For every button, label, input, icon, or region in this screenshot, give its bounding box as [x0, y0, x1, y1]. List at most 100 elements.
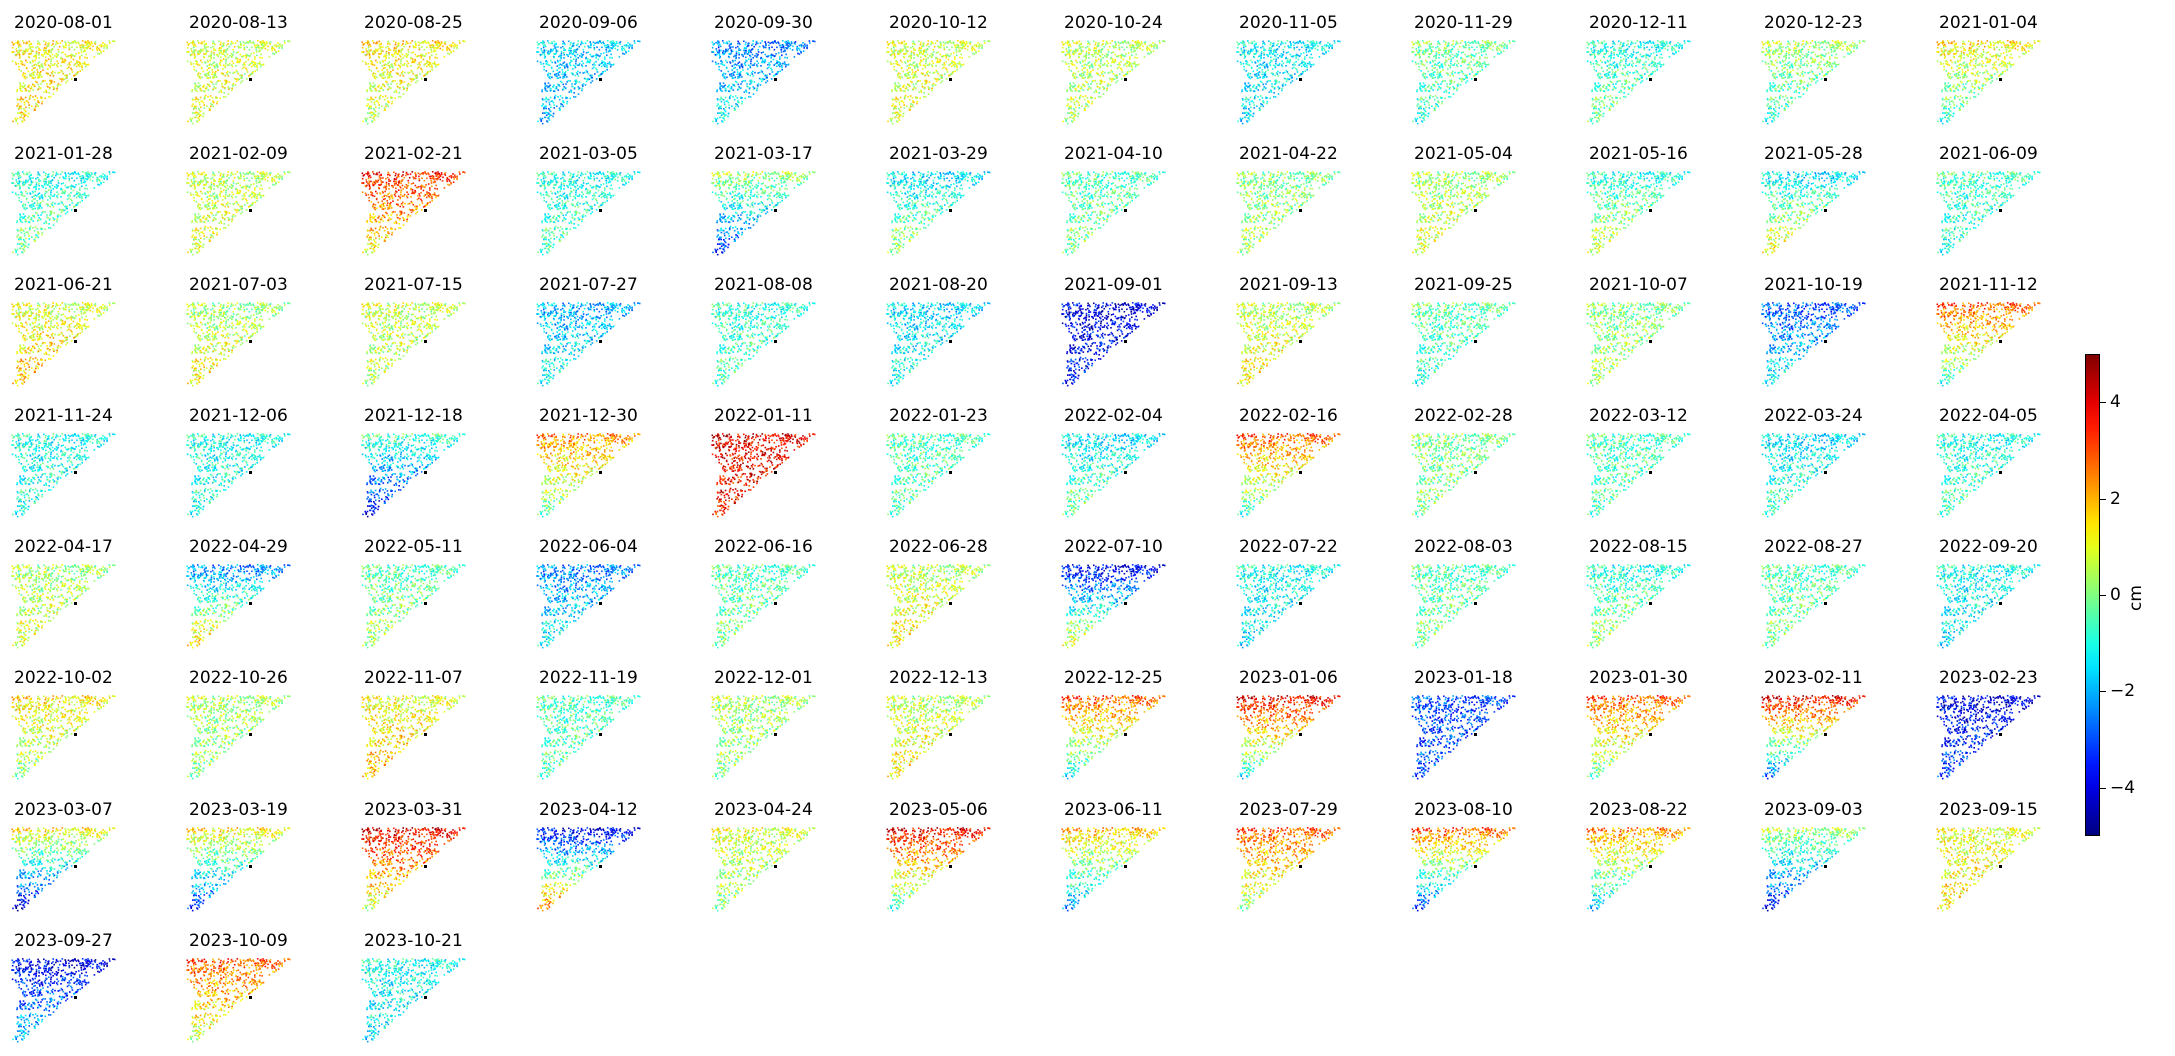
displacement-point	[547, 113, 550, 115]
displacement-point	[1305, 51, 1308, 53]
displacement-point	[719, 83, 722, 86]
displacement-point	[969, 43, 972, 45]
displacement-point	[718, 65, 720, 68]
displacement-point	[203, 90, 205, 92]
displacement-point	[374, 88, 376, 90]
displacement-point	[1254, 61, 1256, 63]
displacement-point	[462, 40, 464, 42]
displacement-point	[1309, 41, 1311, 43]
displacement-point	[755, 40, 758, 43]
displacement-point	[197, 82, 200, 84]
displacement-point	[1074, 51, 1077, 54]
displacement-point	[743, 91, 746, 93]
displacement-point	[796, 49, 799, 52]
displacement-point	[556, 105, 558, 107]
displacement-point	[1106, 54, 1109, 57]
displacement-point	[201, 76, 203, 79]
displacement-point	[943, 47, 946, 49]
displacement-point	[563, 52, 565, 54]
displacement-point	[222, 44, 225, 47]
displacement-point	[397, 53, 399, 55]
displacement-point	[906, 65, 909, 67]
displacement-point	[574, 74, 576, 77]
displacement-point	[627, 50, 630, 52]
displacement-point	[247, 58, 250, 61]
displacement-point	[108, 40, 111, 42]
displacement-point	[722, 98, 724, 101]
displacement-point	[1076, 42, 1079, 45]
displacement-point	[18, 107, 20, 110]
displacement-point	[226, 64, 229, 66]
displacement-point	[899, 73, 902, 75]
displacement-point	[65, 44, 67, 46]
displacement-point	[367, 41, 369, 43]
displacement-point	[1301, 72, 1304, 75]
displacement-point	[737, 62, 739, 65]
displacement-point	[216, 97, 218, 99]
displacement-point	[1262, 83, 1265, 86]
displacement-point	[738, 53, 740, 56]
displacement-point	[720, 114, 723, 116]
subplot-panel: 2020-08-13	[184, 13, 292, 125]
displacement-point	[244, 54, 247, 57]
displacement-point	[1073, 109, 1076, 112]
displacement-point	[552, 115, 554, 118]
displacement-point	[720, 70, 723, 72]
displacement-point	[204, 53, 206, 55]
displacement-point	[1254, 53, 1256, 55]
displacement-point	[16, 89, 19, 91]
displacement-point	[1123, 75, 1125, 77]
displacement-point	[783, 49, 786, 51]
displacement-point	[950, 53, 952, 55]
displacement-point	[211, 71, 214, 73]
displacement-point	[399, 79, 401, 82]
displacement-point	[225, 62, 227, 65]
displacement-point	[1088, 42, 1090, 44]
displacement-point	[759, 84, 762, 86]
displacement-point	[930, 56, 933, 58]
displacement-point	[1071, 85, 1073, 87]
displacement-point	[1263, 47, 1265, 50]
displacement-point	[1126, 72, 1129, 75]
displacement-point	[201, 41, 203, 43]
displacement-point	[931, 60, 933, 62]
displacement-point	[572, 73, 574, 76]
displacement-point	[43, 52, 46, 54]
displacement-point	[897, 50, 900, 52]
displacement-point	[251, 60, 253, 62]
displacement-point	[30, 42, 32, 45]
displacement-point	[574, 50, 576, 52]
displacement-point	[922, 86, 924, 88]
displacement-point	[384, 80, 387, 83]
displacement-point	[98, 53, 101, 55]
displacement-point	[560, 103, 562, 105]
displacement-point	[1103, 81, 1106, 83]
displacement-point	[553, 97, 556, 99]
displacement-point	[924, 50, 926, 52]
displacement-point	[922, 42, 924, 45]
displacement-point	[1254, 74, 1257, 77]
displacement-point	[1087, 105, 1090, 108]
displacement-point	[1268, 49, 1270, 52]
displacement-point	[1244, 43, 1246, 46]
displacement-point	[959, 41, 961, 43]
displacement-point	[1089, 43, 1091, 46]
displacement-point	[1259, 54, 1261, 57]
displacement-point	[379, 73, 381, 76]
displacement-point	[43, 46, 46, 49]
displacement-point	[947, 58, 950, 61]
displacement-point	[768, 62, 771, 64]
displacement-point	[212, 83, 215, 86]
displacement-point	[81, 46, 83, 49]
displacement-point	[782, 44, 785, 47]
displacement-point	[1121, 71, 1124, 73]
displacement-point	[606, 54, 608, 57]
displacement-point	[542, 43, 544, 45]
displacement-point	[910, 105, 912, 108]
displacement-point	[1088, 49, 1090, 52]
displacement-point	[47, 64, 50, 67]
displacement-point	[413, 46, 415, 49]
displacement-point	[28, 104, 30, 106]
displacement-point	[968, 56, 971, 58]
displacement-point	[731, 105, 733, 107]
